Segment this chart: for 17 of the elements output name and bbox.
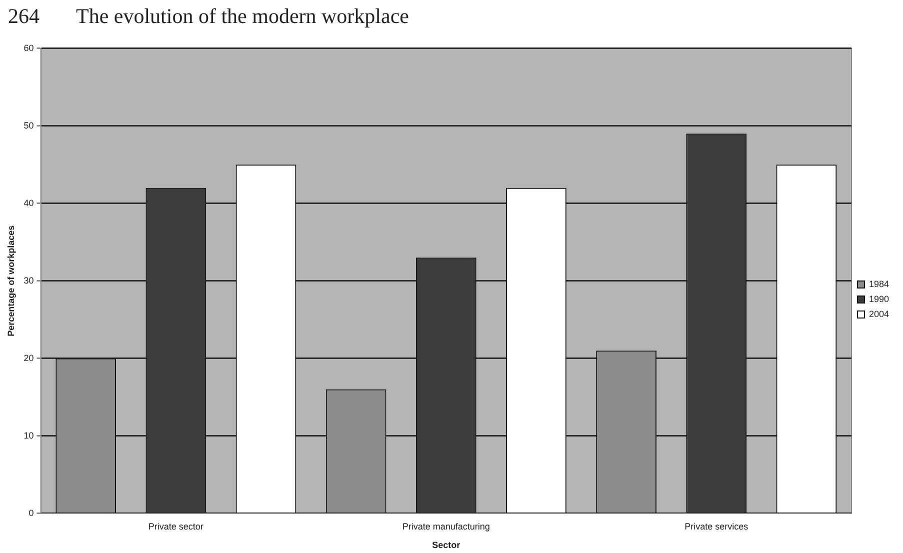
x-tick-label: Private manufacturing [402,521,490,532]
text: 264 [8,4,40,29]
y-tick-label: 10 [24,430,34,440]
y-tick-label: 0 [28,508,34,518]
legend-label: 1990 [868,294,890,304]
legend-label: 2004 [868,308,890,319]
y-tick-label: 20 [24,352,34,363]
text: The evolution of the modern workplace [76,4,409,29]
x-tick-label: Private services [684,521,749,532]
x-axis-title: Sector [432,540,461,550]
y-axis-title: Percentage of workplaces [6,225,16,336]
legend-label: 1984 [868,278,890,289]
y-tick-label: 50 [24,120,34,130]
y-tick-label: 30 [24,275,34,286]
x-tick-label: Private sector [148,521,204,532]
y-tick-label: 60 [24,42,34,53]
y-tick-label: 40 [24,198,34,208]
